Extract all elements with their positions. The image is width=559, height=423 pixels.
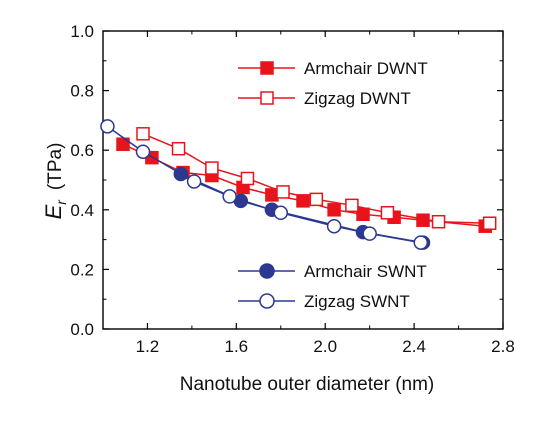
y-tick-label: 0.8 <box>70 82 94 101</box>
y-tick-label: 0.0 <box>70 320 94 339</box>
series-line <box>142 133 490 224</box>
data-point <box>135 144 151 159</box>
legend-item-armchair-swnt: Armchair SWNT <box>238 262 427 281</box>
data-point <box>296 194 310 208</box>
plot-frame <box>102 30 504 330</box>
data-point <box>265 188 279 202</box>
data-point <box>345 198 359 213</box>
data-point <box>431 214 446 229</box>
data-point <box>222 189 237 204</box>
x-axis-title: Nanotube outer diameter (nm) <box>180 374 435 395</box>
data-point <box>380 206 395 220</box>
data-point <box>240 171 255 186</box>
y-axis-title: Er (TPa) <box>41 143 69 220</box>
data-point <box>309 192 324 207</box>
legend-label: Zigzag DWNT <box>304 89 411 108</box>
x-tick-label: 1.6 <box>225 337 249 356</box>
legend-marker <box>259 293 275 309</box>
legend-item-armchair-dwnt: Armchair DWNT <box>238 59 428 78</box>
data-point <box>171 141 186 156</box>
series-layer <box>100 119 497 250</box>
y-tick-label: 1.0 <box>70 22 94 41</box>
x-tick-label: 2.4 <box>402 337 426 356</box>
data-point <box>276 185 290 199</box>
x-tick-label: 2.8 <box>491 337 515 356</box>
legend-label: Armchair SWNT <box>304 262 427 281</box>
legend-marker <box>260 91 274 105</box>
data-point <box>356 207 370 222</box>
series-zigzag-swnt <box>100 119 429 250</box>
legend-item-zigzag-swnt: Zigzag SWNT <box>238 292 410 311</box>
x-tick-label: 2.0 <box>313 337 337 356</box>
y-tick-label: 0.2 <box>70 260 94 279</box>
y-axis-subscript: r <box>53 199 69 205</box>
y-tick-label: 0.6 <box>70 141 94 160</box>
y-tick-label: 0.4 <box>70 201 94 220</box>
data-point <box>362 226 377 241</box>
y-axis-symbol: E <box>41 204 66 219</box>
legend-item-zigzag-dwnt: Zigzag DWNT <box>238 89 411 108</box>
series-zigzag-dwnt <box>136 127 497 230</box>
ticks: 1.2 1.6 2.0 2.4 2.8 0.0 0.2 0.4 0.6 0.8 1.0 <box>70 22 514 356</box>
data-point <box>100 119 115 134</box>
legend-label: Zigzag SWNT <box>304 292 410 311</box>
x-tick-label: 1.2 <box>136 337 160 356</box>
y-axis-unit: (TPa) <box>45 143 66 191</box>
data-point <box>413 235 429 250</box>
data-point <box>136 127 150 141</box>
data-point <box>326 218 342 234</box>
data-point <box>205 161 219 175</box>
data-point <box>186 174 202 189</box>
series-line <box>122 143 486 227</box>
legend-marker <box>259 263 275 279</box>
legend-marker <box>260 61 274 75</box>
legend-label: Armchair DWNT <box>304 59 428 78</box>
data-point <box>327 203 341 217</box>
data-point <box>482 216 497 230</box>
data-point <box>273 205 289 221</box>
axes <box>102 30 504 330</box>
legends: Armchair DWNT Zigzag DWNT Armchair SWNT Zig… <box>238 59 428 311</box>
